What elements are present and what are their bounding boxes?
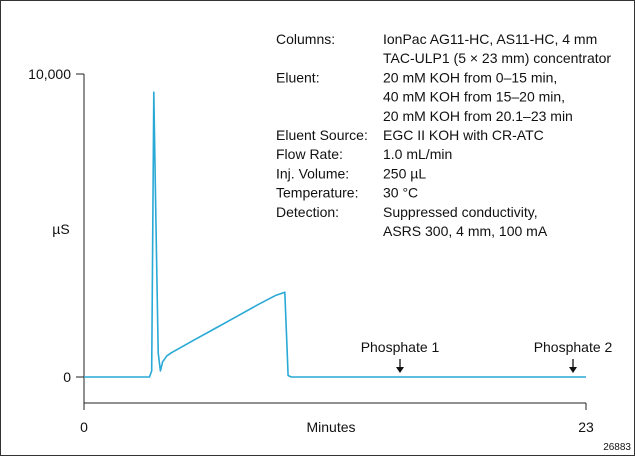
x-tick-label: 23: [578, 419, 594, 435]
x-tick-label: 0: [80, 419, 88, 435]
condition-value: 1.0 mL/min: [383, 146, 452, 162]
condition-key: Temperature:: [276, 185, 358, 201]
axis-labels: Minutes µS: [52, 221, 355, 435]
conditions-block: Columns: IonPac AG11-HC, AS11-HC, 4 mm TAC…: [276, 31, 611, 239]
condition-value: 250 µL: [383, 165, 426, 181]
y-tick-label: 0: [63, 369, 71, 385]
condition-key: Inj. Volume:: [276, 165, 349, 181]
condition-value: IonPac AG11-HC, AS11-HC, 4 mm: [383, 31, 597, 47]
condition-row: Eluent: 20 mM KOH from 0–15 min, 40 mM KOH…: [276, 69, 573, 123]
x-axis-label: Minutes: [306, 419, 355, 435]
condition-row: Eluent Source: EGC II KOH with CR-ATC: [276, 127, 544, 143]
peak-label: Phosphate 1: [361, 339, 440, 355]
plot-area: [84, 91, 586, 378]
peak-label: Phosphate 2: [534, 339, 613, 355]
condition-key: Eluent:: [276, 69, 320, 85]
condition-value: 40 mM KOH from 15–20 min,: [383, 89, 565, 105]
peak-arrow-head: [396, 367, 404, 373]
peak-arrow-head: [569, 367, 577, 373]
figure-id: 26883: [603, 442, 631, 453]
condition-value: Suppressed conductivity,: [383, 204, 538, 220]
axes: 0 10,000 0 23: [28, 66, 594, 435]
condition-value: 20 mM KOH from 20.1–23 min: [383, 108, 573, 124]
condition-row: Flow Rate: 1.0 mL/min: [276, 146, 452, 162]
series-line: [84, 91, 586, 378]
condition-value: EGC II KOH with CR-ATC: [383, 127, 544, 143]
condition-row: Temperature: 30 °C: [276, 185, 418, 201]
condition-value: 30 °C: [383, 185, 418, 201]
y-tick-label: 10,000: [28, 66, 71, 82]
condition-value: 20 mM KOH from 0–15 min,: [383, 69, 557, 85]
peak-annotation: Phosphate 2: [534, 339, 613, 373]
peak-annotations: Phosphate 1 Phosphate 2: [361, 339, 613, 373]
condition-key: Eluent Source:: [276, 127, 368, 143]
condition-row: Columns: IonPac AG11-HC, AS11-HC, 4 mm TAC…: [276, 31, 611, 66]
y-axis-label: µS: [52, 221, 69, 237]
condition-value: ASRS 300, 4 mm, 100 mA: [383, 223, 548, 239]
condition-key: Detection:: [276, 204, 339, 220]
condition-row: Inj. Volume: 250 µL: [276, 165, 426, 181]
condition-key: Columns:: [276, 31, 335, 47]
condition-key: Flow Rate:: [276, 146, 343, 162]
peak-annotation: Phosphate 1: [361, 339, 440, 373]
condition-value: TAC-ULP1 (5 × 23 mm) concentrator: [383, 50, 611, 66]
condition-row: Detection: Suppressed conductivity, ASRS 3…: [276, 204, 548, 239]
